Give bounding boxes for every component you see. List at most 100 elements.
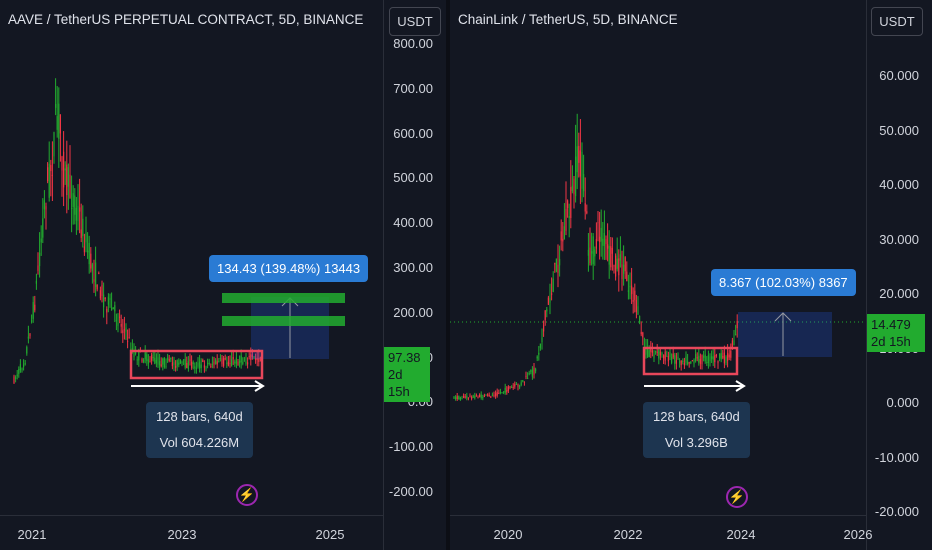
right-time-axis[interactable]: 2020 2022 2024 2026 — [450, 515, 872, 550]
left-x-tick: 2021 — [17, 527, 47, 542]
candle-body — [101, 285, 103, 297]
range-box[interactable] — [642, 346, 739, 376]
candle-body — [203, 365, 205, 368]
candle-body — [176, 359, 178, 367]
candle-body — [247, 362, 249, 365]
candle-body — [232, 357, 234, 360]
right-price-chart[interactable] — [450, 0, 866, 516]
candle-body — [179, 359, 181, 364]
candle-body — [55, 103, 57, 108]
candle-body — [735, 334, 737, 336]
right-chart-pane[interactable]: ChainLink / TetherUS, 5D, BINANCE 8.367 … — [450, 0, 932, 550]
candle-body — [205, 367, 207, 369]
candle-body — [650, 348, 652, 352]
left-range-tooltip: 128 bars, 640d Vol 604.226M — [146, 402, 253, 458]
candle-body — [135, 351, 137, 354]
candle-body — [221, 358, 223, 364]
candle-body — [631, 285, 633, 295]
candle-body — [183, 359, 185, 361]
candle-body — [530, 370, 532, 372]
left-chart-pane[interactable]: AAVE / TetherUS PERPETUAL CONTRACT, 5D, … — [0, 0, 446, 550]
candle-body — [82, 218, 84, 237]
candle-body — [155, 360, 157, 364]
right-measure-tooltip: 8.367 (102.03%) 8367 — [711, 269, 856, 296]
candle-body — [639, 316, 641, 323]
candle-body — [67, 167, 69, 187]
candle-body — [663, 355, 665, 359]
candle-body — [613, 265, 615, 267]
right-price-axis[interactable]: USDT 60.00050.00040.00030.00020.00010.00… — [866, 0, 932, 550]
candle-body — [256, 357, 258, 360]
candle-body — [578, 145, 580, 163]
candle-body — [138, 351, 140, 361]
right-chart-title: ChainLink / TetherUS, 5D, BINANCE — [458, 12, 678, 27]
candle-body — [455, 397, 457, 399]
candle-body — [258, 357, 260, 363]
candle-body — [40, 238, 42, 243]
candle-body — [485, 394, 487, 396]
candle-body — [511, 387, 513, 389]
candle-body — [472, 395, 474, 398]
left-range-bars: 128 bars, 640d — [156, 409, 243, 424]
candle-body — [146, 354, 148, 362]
candle-body — [615, 255, 617, 277]
candle-body — [669, 352, 671, 358]
candle-body — [722, 356, 724, 358]
candle-body — [527, 378, 529, 380]
candle-body — [210, 365, 212, 367]
candle-body — [253, 356, 255, 358]
candle-body — [15, 377, 17, 379]
candle-body — [79, 207, 81, 212]
candle-body — [589, 247, 591, 264]
pane-divider[interactable] — [446, 0, 450, 550]
candle-body — [77, 205, 79, 221]
candle-body — [515, 383, 517, 385]
candle-body — [111, 308, 113, 310]
left-y-tick: -100.00 — [388, 439, 433, 455]
left-price-value: 97.38 — [388, 350, 421, 365]
candle-body — [727, 353, 729, 361]
candle-body — [562, 238, 564, 242]
candle-body — [475, 395, 477, 397]
right-currency-button[interactable]: USDT — [871, 7, 923, 36]
candle-body — [104, 298, 106, 300]
candle-body — [35, 280, 37, 284]
candle-body — [584, 203, 586, 212]
lightning-icon[interactable]: ⚡ — [236, 484, 258, 506]
candle-body — [581, 151, 583, 189]
candle-body — [655, 350, 657, 352]
candle-body — [178, 362, 180, 365]
candle-body — [50, 164, 52, 172]
candle-body — [120, 323, 122, 327]
candle-body — [603, 232, 605, 247]
candle-body — [159, 361, 161, 366]
candle-body — [691, 360, 693, 362]
candle-body — [491, 394, 493, 396]
candle-body — [493, 394, 495, 397]
candle-body — [122, 330, 124, 334]
candle-body — [26, 347, 28, 354]
candle-body — [115, 320, 117, 322]
candle-body — [555, 258, 557, 272]
candle-body — [482, 397, 484, 399]
candle-body — [680, 360, 682, 366]
range-box[interactable] — [129, 349, 264, 380]
left-price-chart[interactable] — [0, 0, 383, 516]
candle-body — [608, 245, 610, 265]
candle-body — [98, 273, 100, 275]
candle-body — [469, 395, 471, 397]
candle-body — [647, 347, 649, 357]
candle-body — [624, 257, 626, 272]
left-currency-button[interactable]: USDT — [389, 7, 441, 36]
candle-body — [23, 364, 25, 367]
candle-body — [525, 375, 527, 377]
candle-body — [194, 366, 196, 369]
left-price-axis[interactable]: USDT 800.00 700.00 600.00 500.00 400.00 300.0… — [383, 0, 446, 550]
candle-body — [592, 236, 594, 265]
candle-body — [696, 357, 698, 359]
left-time-axis[interactable]: 2021 2023 2025 — [0, 515, 383, 550]
candle-body — [149, 361, 151, 363]
candle-body — [499, 391, 501, 393]
lightning-icon[interactable]: ⚡ — [726, 486, 748, 508]
measure-box[interactable] — [738, 312, 832, 357]
